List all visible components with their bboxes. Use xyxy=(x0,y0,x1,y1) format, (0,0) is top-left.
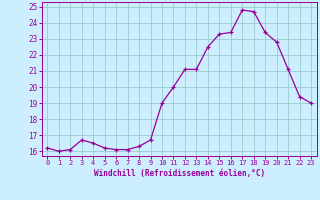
X-axis label: Windchill (Refroidissement éolien,°C): Windchill (Refroidissement éolien,°C) xyxy=(94,169,265,178)
